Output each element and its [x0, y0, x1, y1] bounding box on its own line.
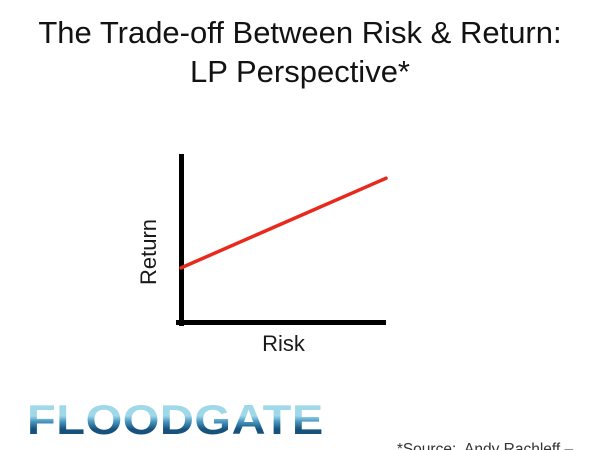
- y-axis-line: [179, 154, 184, 326]
- slide-title-line1: The Trade-off Between Risk & Return:: [38, 15, 562, 50]
- slide-title: The Trade-off Between Risk & Return: LP …: [0, 13, 600, 91]
- x-axis-line: [176, 320, 386, 325]
- y-axis-label: Return: [136, 218, 161, 286]
- x-axis-label: Risk: [262, 331, 305, 356]
- source-note: *Source: Andy Rachleff – Benchmark Capit…: [375, 397, 595, 450]
- slide-title-line2: LP Perspective*: [190, 54, 410, 89]
- source-note-line1: *Source: Andy Rachleff –: [396, 441, 574, 450]
- floodgate-logo: FLOODGATE: [27, 396, 324, 443]
- risk-return-line-svg: [179, 176, 388, 270]
